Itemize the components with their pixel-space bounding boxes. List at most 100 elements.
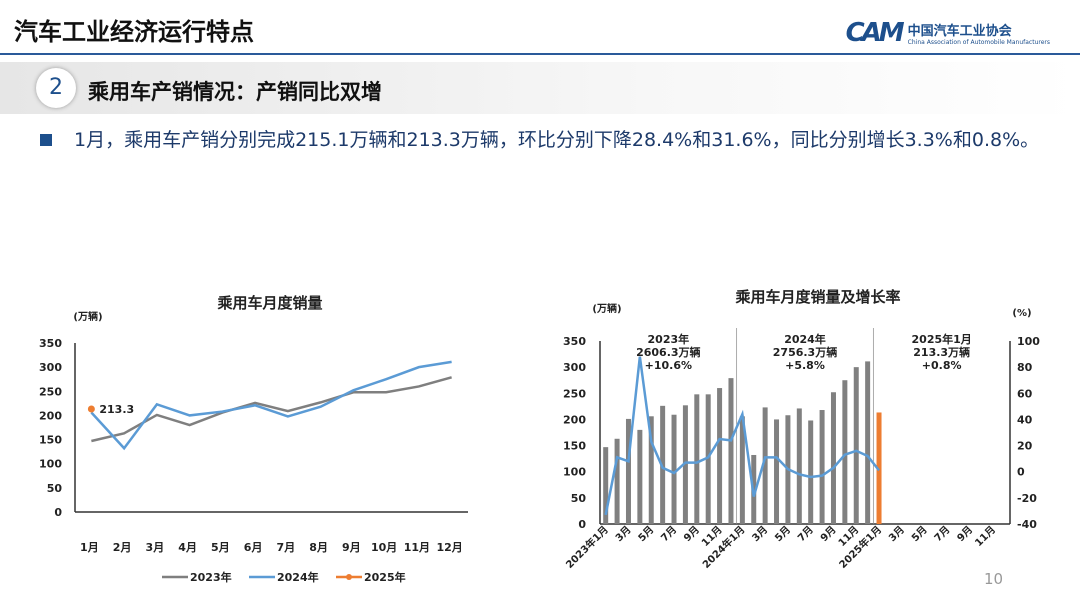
chart1-series-2023年 [91,376,452,443]
logo-cn: 中国汽车工业协会 [907,24,1012,39]
chart2-xtick: 3月 [886,524,906,544]
chart2-ytick: 100 [563,466,586,479]
chart1-legend-label: 2024年 [277,570,319,584]
section-title: 乘用车产销情况：产销同比双增 [88,80,382,104]
chart1-ytick: 200 [39,409,62,422]
chart2-xtick: 5月 [636,524,656,544]
chart2-bar [830,392,836,524]
page-number: 10 [984,570,1004,588]
logo-en: China Association of Automobile Manufact… [907,39,1050,46]
chart1-ytick: 150 [39,434,62,447]
bullet-content: 1月，乘用车产销分别完成215.1万辆和213.3万辆，环比分别下降28.4%和… [74,129,1040,151]
chart2-bar [842,380,848,524]
chart2-bar [637,429,643,524]
chart1-ylabel: (万辆) [73,310,102,323]
chart2-xtick: 7月 [932,524,952,544]
chart2-y2tick: 40 [1017,413,1033,426]
chart1-legend-marker [346,574,352,580]
chart2-bar [625,418,631,524]
chart2-bar [603,447,609,524]
chart1-xtick: 11月 [404,541,430,554]
chart2-bar [694,394,700,524]
chart1-xtick: 2月 [113,541,132,554]
chart1-legend-label: 2023年 [190,570,232,584]
chart2-y2tick: 100 [1017,335,1040,348]
chart2-ytick: 150 [563,440,586,453]
chart2-annotation: 2756.3万辆 [773,345,837,359]
chart1-title: 乘用车月度销量 [216,294,322,312]
chart1-point-2025 [87,405,95,413]
chart1-xtick: 12月 [436,541,462,554]
chart2-xtick: 5月 [909,524,929,544]
chart1-series-2024年 [90,360,452,451]
chart1-ytick: 300 [39,361,62,374]
chart1-ytick: 0 [54,506,62,519]
chart1-ytick: 100 [39,458,62,471]
chart2-annotation: 2024年 [784,332,826,346]
chart1-xtick: 1月 [80,541,99,554]
chart2-annotation: +5.8% [785,359,825,372]
chart1-xtick: 5月 [211,541,230,554]
section-band [0,62,1080,114]
chart2-annotation: 2606.3万辆 [636,345,700,359]
chart1-xtick: 7月 [277,541,296,554]
chart1-ytick: 250 [39,385,62,398]
chart2-bar [728,378,734,524]
chart2-bar [671,414,677,524]
chart2-ytick: 200 [563,413,586,426]
bullet-square-icon [40,134,52,146]
chart1-xtick: 8月 [309,541,328,554]
chart2-ytick: 300 [563,361,586,374]
chart2-bar [865,361,871,524]
chart2-xtick: 5月 [773,524,793,544]
chart2-y2tick: 80 [1017,361,1033,374]
chart2-y2tick: 20 [1017,440,1033,453]
chart2-xtick: 7月 [795,524,815,544]
chart2-y2tick: -20 [1017,492,1037,505]
chart1-ytick: 50 [47,482,63,495]
chart2-annotation: +10.6% [645,359,692,372]
bullet-text: 1月，乘用车产销分别完成215.1万辆和213.3万辆，环比分别下降28.4%和… [40,125,1069,155]
chart2-ytick: 350 [563,335,586,348]
chart2-bar [762,407,768,524]
chart2-title: 乘用车月度销量及增长率 [734,288,900,306]
chart2-bar [853,367,859,524]
chart2-annotation: +0.8% [922,359,962,372]
section-number: 2 [36,68,76,108]
chart2-y2tick: -40 [1017,518,1037,531]
chart2-ytick: 250 [563,387,586,400]
chart2-xtick: 3月 [750,524,770,544]
chart2-bar [648,416,654,524]
chart1-xtick: 6月 [244,541,263,554]
chart1-xtick: 3月 [146,541,165,554]
chart1-data-label: 213.3 [99,403,134,416]
cam-logo-icon: CAM [845,18,905,48]
chart2-bar [774,419,780,524]
chart2-ytick: 50 [571,492,587,505]
chart1-legend-label: 2025年 [364,570,406,584]
chart1-xtick: 9月 [342,541,361,554]
chart2-ylabel: (万辆) [592,302,621,315]
chart2-growth-line [604,356,881,516]
chart2-bar [739,416,745,524]
chart2-bar [796,408,802,524]
chart2-bar [717,388,723,524]
chart2-bar [808,420,814,524]
page-title: 汽车工业经济运行特点 [14,18,254,46]
chart2-xtick: 7月 [659,524,679,544]
chart2-xtick: 3月 [613,524,633,544]
chart2-bar [876,412,882,524]
header-divider [0,53,1080,55]
chart2-xtick: 2023年1月 [563,523,611,571]
chart1-xtick: 10月 [371,541,397,554]
chart2-bar [819,410,825,524]
chart2-bar [614,438,620,524]
chart2-xtick: 11月 [973,524,998,549]
logo: CAM 中国汽车工业协会 China Association of Automo… [846,18,1050,48]
chart2-y2tick: 0 [1017,466,1025,479]
chart1-ytick: 350 [39,337,62,350]
chart2-annotation: 2025年1月 [912,332,972,346]
chart2-y2label: (%) [1012,308,1031,319]
chart2-annotation: 2023年 [648,332,690,346]
